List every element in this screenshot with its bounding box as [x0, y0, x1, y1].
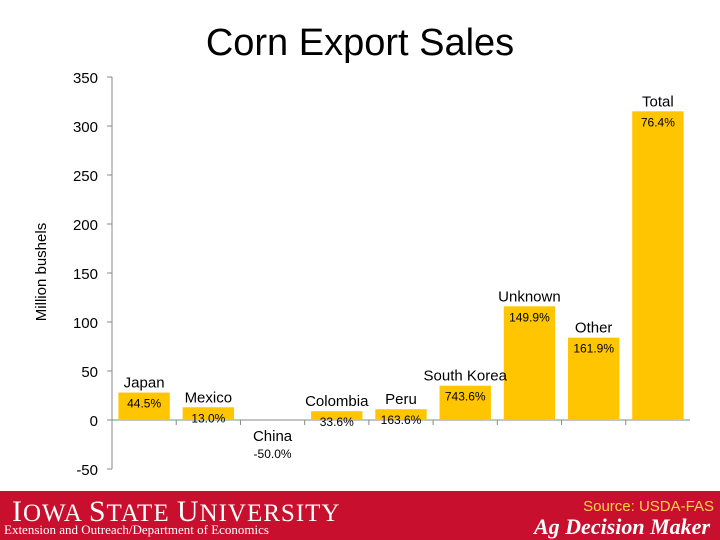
change-label: 163.6%: [381, 413, 422, 427]
data-labels: Japan 44.5% Mexico 13.0% China -50.0% Colombia…: [124, 93, 676, 461]
category-label: South Korea: [424, 368, 508, 385]
bar-south-korea: [439, 385, 491, 420]
bar-unknown: [503, 306, 556, 420]
change-label: 743.6%: [445, 390, 486, 404]
category-label: Japan: [124, 375, 165, 392]
bar-total: [632, 111, 684, 421]
y-tick-label: 300: [73, 119, 98, 136]
bar-japan: [118, 392, 170, 420]
category-label: Colombia: [305, 393, 369, 410]
category-label: China: [253, 428, 293, 445]
y-axis-title: Million bushels: [33, 223, 50, 321]
y-tick-label: 250: [73, 168, 98, 185]
category-label: Total: [642, 93, 674, 110]
bar-chart: Million bushels -50 0 50 100 150 200 250 300 350…: [33, 70, 690, 479]
change-label: 76.4%: [641, 115, 675, 129]
category-label: Unknown: [498, 288, 561, 305]
bar-peru: [375, 409, 427, 420]
university-logo: IOWA STATE UNIVERSITY: [12, 495, 341, 528]
y-tick-label: 350: [73, 70, 98, 87]
y-tick-label: 200: [73, 217, 98, 234]
chart-title: Corn Export Sales: [205, 22, 515, 64]
footer-banner: IOWA STATE UNIVERSITY Extension and Outr…: [0, 491, 720, 540]
y-tick-label: 150: [73, 266, 98, 283]
bar-mexico: [182, 407, 235, 420]
ag-decision-maker-logo: Ag Decision Maker: [534, 514, 710, 539]
bars: [118, 111, 684, 421]
change-label: 44.5%: [127, 397, 161, 411]
change-label: -50.0%: [254, 447, 292, 461]
category-label: Other: [575, 320, 613, 337]
y-tick-label: 50: [81, 364, 98, 381]
change-label: 161.9%: [573, 342, 614, 356]
y-tick-label: 100: [73, 315, 98, 332]
department-subtitle: Extension and Outreach/Department of Eco…: [4, 522, 269, 537]
y-tick-label: 0: [90, 413, 98, 430]
change-label: 33.6%: [320, 415, 354, 429]
y-tick-label: -50: [76, 462, 98, 479]
category-label: Mexico: [185, 389, 233, 406]
category-label: Peru: [385, 391, 417, 408]
change-label: 13.0%: [191, 411, 225, 425]
change-label: 149.9%: [509, 310, 550, 324]
bar-colombia: [311, 411, 363, 420]
bar-other: [567, 337, 620, 420]
source-note: Source: USDA-FAS: [583, 498, 714, 515]
